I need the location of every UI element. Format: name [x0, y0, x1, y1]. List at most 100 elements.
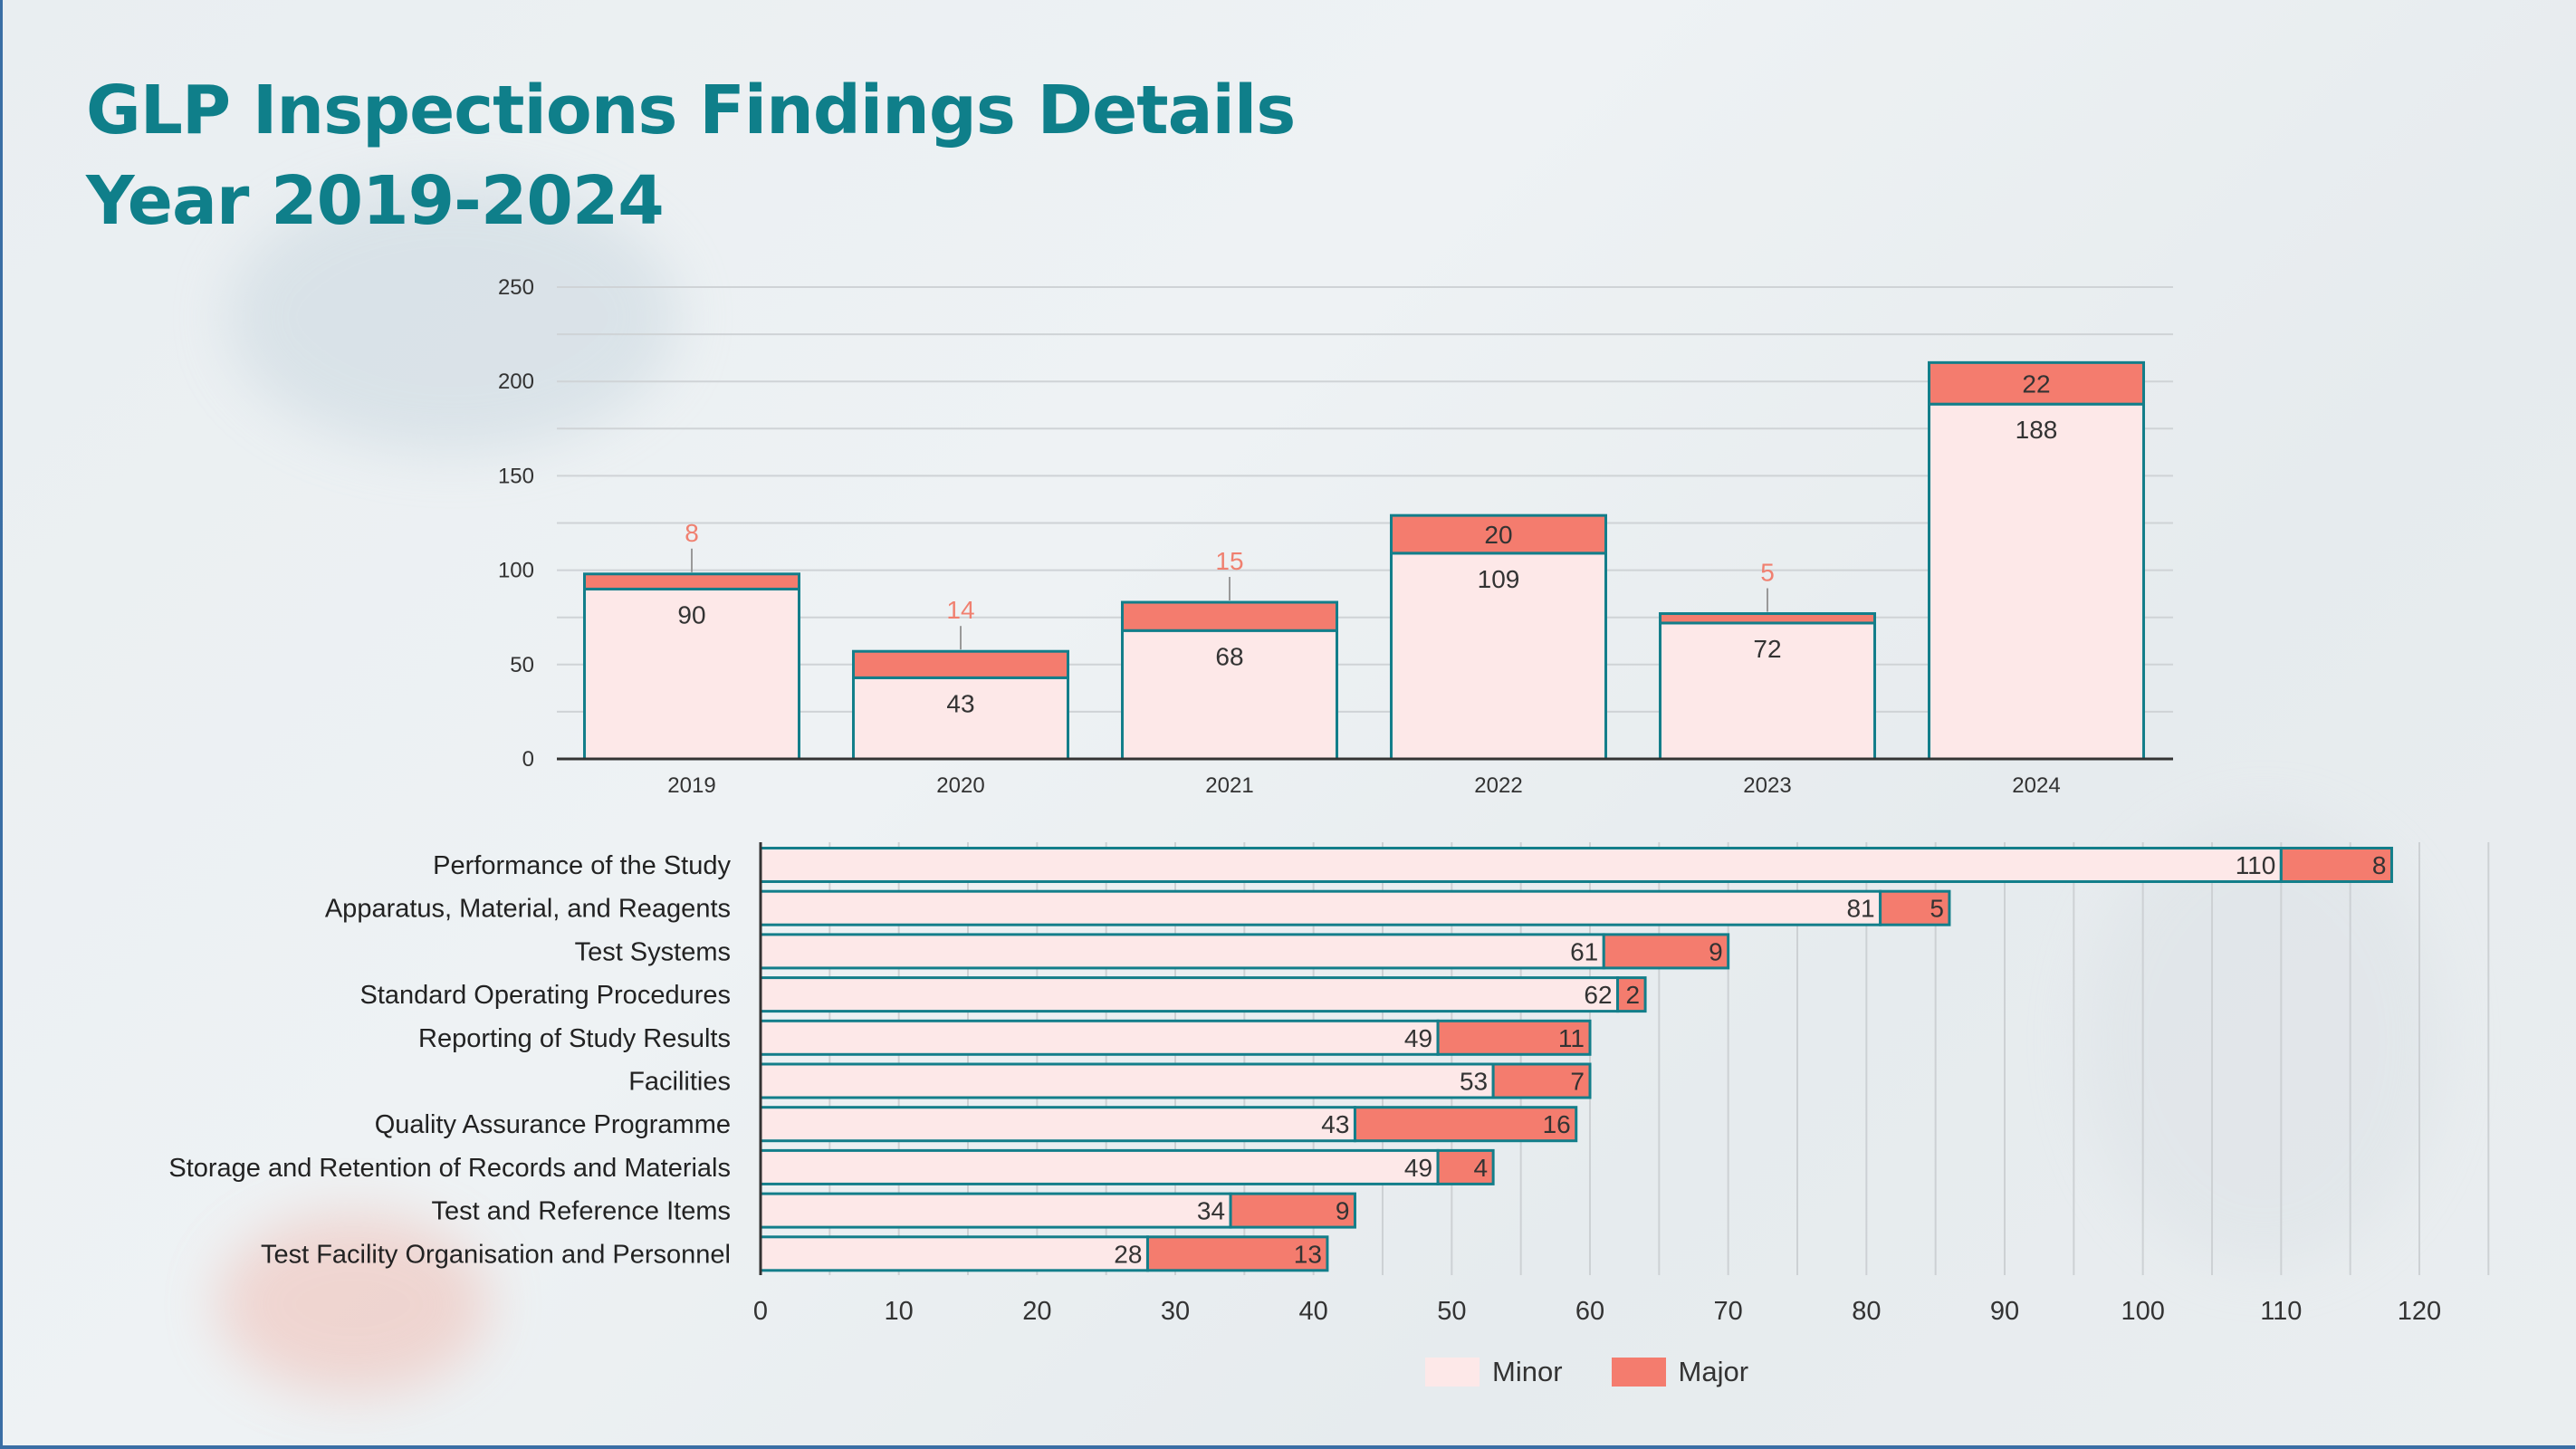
h-xtick-label: 50 — [1437, 1297, 1466, 1326]
title-line-1: GLP Inspections Findings Details — [86, 72, 1296, 149]
title-line-2: Year 2019-2024 — [86, 162, 665, 240]
h-bar-major — [1353, 1106, 1578, 1143]
h-bar-minor — [759, 933, 1605, 970]
h-xtick-label: 110 — [2260, 1297, 2302, 1326]
h-xtick-label: 100 — [2121, 1297, 2164, 1326]
h-category-label: Apparatus, Material, and Reagents — [325, 895, 731, 924]
h-bar-major — [1491, 1062, 1592, 1099]
h-label-major: 5 — [1930, 895, 1944, 923]
h-label-minor: 62 — [1584, 981, 1612, 1009]
h-label-minor: 43 — [1321, 1110, 1349, 1138]
h-xtick-label: 20 — [1022, 1297, 1051, 1326]
h-label-minor: 81 — [1846, 895, 1874, 923]
v-bar-major — [1659, 612, 1876, 625]
v-bar-major — [583, 572, 800, 590]
h-bar-major — [1879, 889, 1951, 926]
v-bar-major — [1390, 513, 1607, 555]
v-label-minor: 109 — [1478, 565, 1520, 593]
v-xtick-label: 2023 — [1743, 773, 1791, 798]
v-xtick-label: 2022 — [1474, 773, 1522, 798]
v-label-major: 15 — [1215, 547, 1243, 575]
h-label-major: 13 — [1294, 1240, 1322, 1268]
h-bar-minor — [759, 1019, 1440, 1056]
h-category-label: Facilities — [628, 1068, 731, 1097]
legend-swatch-minor — [1425, 1358, 1480, 1387]
h-xtick-label: 70 — [1714, 1297, 1743, 1326]
h-bar-minor — [759, 1235, 1149, 1272]
h-category-label: Test Systems — [575, 937, 731, 966]
h-bar-major — [1602, 933, 1730, 970]
v-label-major: 22 — [2022, 369, 2050, 398]
v-label-major: 8 — [685, 519, 699, 547]
h-label-minor: 34 — [1197, 1197, 1225, 1225]
h-bar-minor — [759, 1106, 1356, 1143]
h-xtick-label: 120 — [2398, 1297, 2441, 1326]
v-label-major: 14 — [946, 596, 974, 624]
v-bar-minor — [1390, 552, 1607, 761]
v-bar-major — [852, 649, 1069, 679]
v-ytick-label: 0 — [522, 747, 534, 772]
h-category-label: Storage and Retention of Records and Mat… — [168, 1154, 731, 1183]
h-label-minor: 49 — [1404, 1024, 1432, 1052]
h-label-major: 8 — [2372, 851, 2387, 879]
v-ytick-label: 200 — [498, 369, 534, 394]
v-label-minor: 43 — [946, 689, 974, 717]
v-label-minor: 188 — [2016, 416, 2058, 444]
h-label-minor: 110 — [2236, 851, 2276, 879]
legend-label-major: Major — [1678, 1356, 1749, 1387]
h-bar-major — [1616, 976, 1647, 1013]
h-xtick-label: 80 — [1852, 1297, 1881, 1326]
h-xtick-label: 10 — [885, 1297, 914, 1326]
h-label-major: 11 — [1558, 1024, 1585, 1052]
h-label-minor: 28 — [1114, 1240, 1142, 1268]
legend: Minor Major — [1425, 1356, 1748, 1388]
h-bar-major — [1145, 1235, 1329, 1272]
h-category-label: Reporting of Study Results — [418, 1024, 731, 1053]
h-xtick-label: 40 — [1299, 1297, 1328, 1326]
h-label-minor: 53 — [1460, 1068, 1488, 1096]
h-bar-minor — [759, 889, 1882, 926]
h-bar-major — [1436, 1019, 1592, 1056]
h-bar-minor — [759, 976, 1620, 1013]
h-bar-minor — [759, 1148, 1440, 1185]
h-category-label: Standard Operating Procedures — [360, 981, 731, 1010]
v-bar-major — [1928, 360, 2145, 406]
v-ytick-label: 250 — [498, 275, 534, 300]
v-xtick-label: 2020 — [936, 773, 984, 798]
h-label-major: 2 — [1625, 981, 1640, 1009]
v-xtick-label: 2019 — [667, 773, 715, 798]
h-xtick-label: 0 — [753, 1297, 768, 1326]
v-bar-minor — [1121, 629, 1338, 761]
h-bar-minor — [759, 1062, 1495, 1099]
v-bar-minor — [1928, 402, 2145, 761]
v-label-major: 20 — [1484, 521, 1512, 549]
h-bar-major — [2279, 847, 2393, 883]
h-xtick-label: 90 — [1990, 1297, 2019, 1326]
v-xtick-label: 2024 — [2012, 773, 2060, 798]
v-ytick-label: 50 — [510, 653, 534, 677]
h-label-major: 9 — [1336, 1197, 1350, 1225]
v-xtick-label: 2021 — [1205, 773, 1253, 798]
h-label-minor: 49 — [1404, 1154, 1432, 1182]
v-bar-minor — [583, 587, 800, 761]
v-label-minor: 90 — [677, 600, 705, 629]
h-xtick-label: 60 — [1575, 1297, 1604, 1326]
v-ytick-label: 100 — [498, 559, 534, 583]
h-category-label: Test and Reference Items — [432, 1197, 731, 1226]
v-label-major: 5 — [1760, 559, 1775, 587]
v-bar-major — [1121, 600, 1338, 632]
h-xtick-label: 30 — [1161, 1297, 1190, 1326]
page-title: GLP Inspections Findings Details Year 20… — [86, 65, 1296, 246]
v-label-minor: 68 — [1215, 642, 1243, 670]
h-label-major: 4 — [1474, 1154, 1489, 1182]
h-bar-minor — [759, 1192, 1232, 1229]
h-category-label: Performance of the Study — [433, 851, 731, 880]
v-ytick-label: 150 — [498, 464, 534, 488]
h-category-label: Quality Assurance Programme — [375, 1110, 731, 1139]
legend-swatch-major — [1611, 1358, 1666, 1387]
legend-label-minor: Minor — [1492, 1356, 1563, 1387]
h-bar-minor — [759, 847, 2283, 883]
h-label-major: 16 — [1543, 1110, 1571, 1138]
h-bar-major — [1229, 1192, 1356, 1229]
